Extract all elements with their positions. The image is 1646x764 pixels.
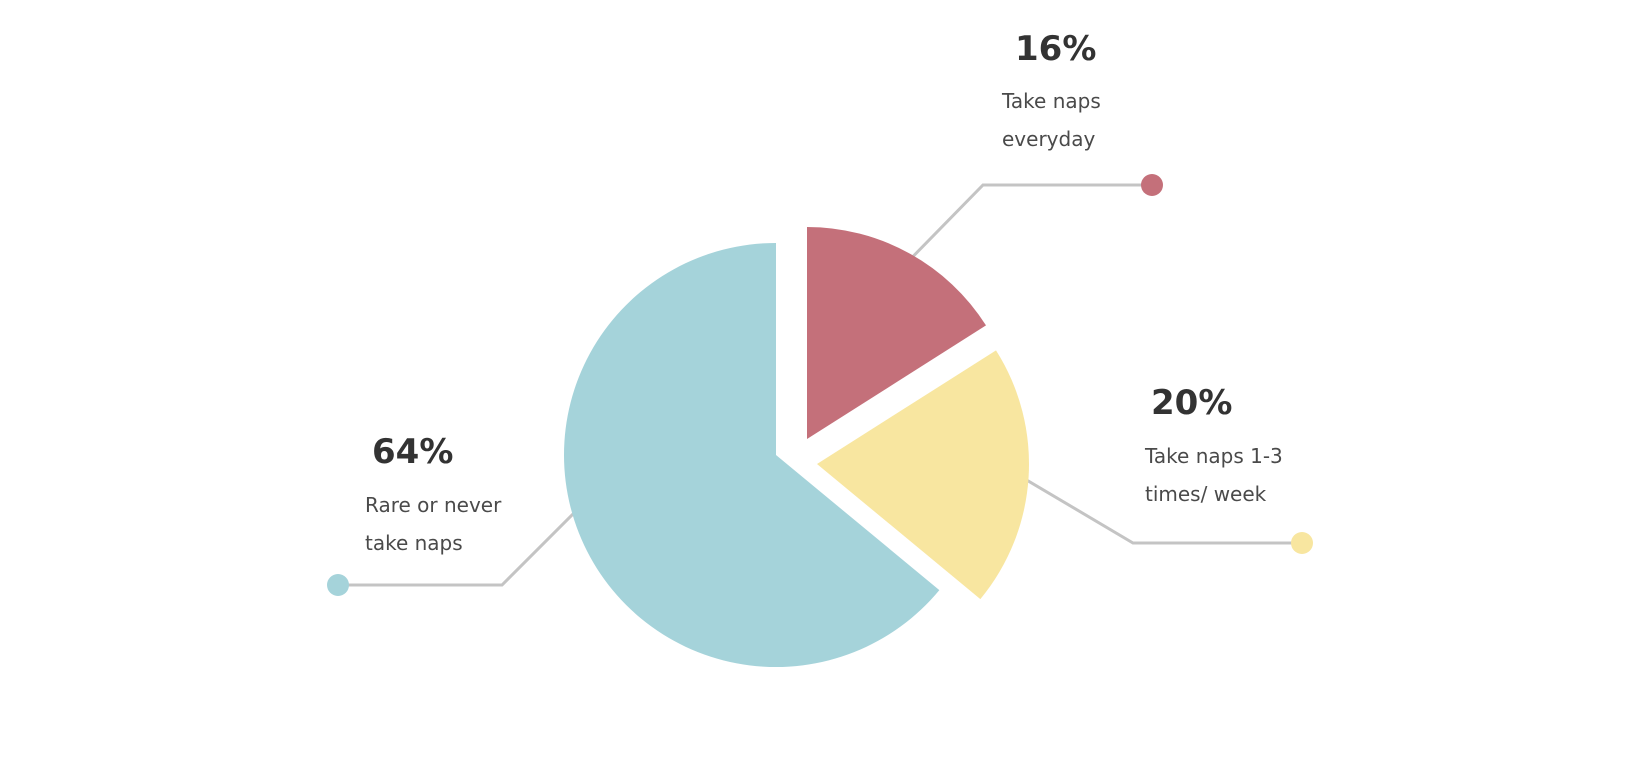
pie-slice-everyday [807,227,986,439]
pie-slice-weekly [817,350,1030,600]
legend-dot-everyday [1141,174,1163,196]
legend-dot-rarely [327,574,349,596]
slice-label-rarely-line2: take naps [365,531,463,555]
slice-label-everyday-line1: Take naps [1001,89,1101,113]
pct-label-everyday: 16% [1015,29,1096,69]
leader-line-weekly [1002,464,1302,545]
slice-label-weekly-line1: Take naps 1-3 [1144,444,1283,468]
leader-line-everyday [886,183,1152,284]
leader-line-rarely [338,485,602,587]
legend-dot-weekly [1291,532,1313,554]
pie-slice-rarely [563,243,940,667]
slice-label-rarely-line1: Rare or never [365,493,502,517]
pct-label-rarely: 64% [372,432,453,472]
slice-label-weekly-line2: times/ week [1145,482,1267,506]
slice-label-everyday-line2: everyday [1002,127,1095,151]
pct-label-weekly: 20% [1151,383,1232,423]
